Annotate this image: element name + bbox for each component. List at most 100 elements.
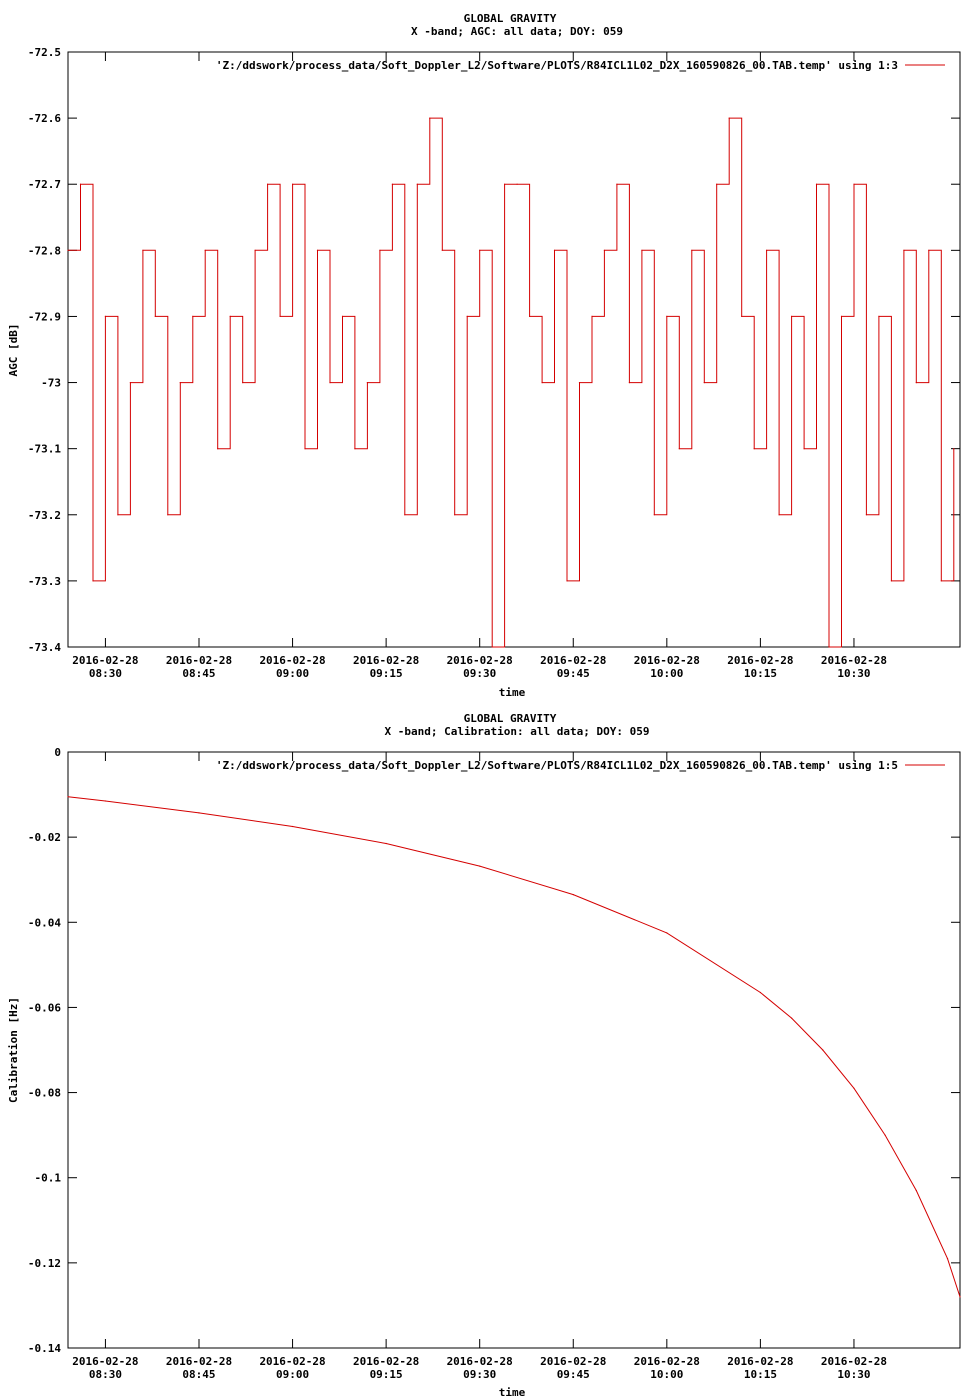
data-point	[441, 249, 443, 251]
x-tick-label-time: 08:30	[89, 667, 122, 680]
data-point	[504, 183, 506, 185]
y-axis: 0 -0.02 -0.04 -0.06 -0.08 -0.1 -0.12 -0.14	[28, 746, 960, 1355]
legend-label: 'Z:/ddswork/process_data/Soft_Doppler_L2…	[216, 759, 898, 772]
data-point	[229, 315, 231, 317]
data-point	[653, 514, 655, 516]
y-tick-label: -73.2	[28, 509, 61, 522]
data-point	[304, 448, 306, 450]
data-point	[903, 249, 905, 251]
data-point	[429, 117, 431, 119]
data-point	[92, 580, 94, 582]
data-point	[67, 796, 69, 798]
y-tick-label: -73	[41, 377, 61, 390]
x-tick-label-date: 2016-02-28	[727, 654, 793, 667]
calibration-data-points	[67, 796, 961, 1298]
data-point	[341, 315, 344, 317]
data-point	[915, 1189, 917, 1192]
y-tick-label: -0.02	[28, 831, 61, 844]
data-point	[454, 514, 456, 516]
data-point	[204, 249, 206, 251]
data-point	[104, 800, 106, 802]
x-tick-label-time: 09:30	[463, 667, 496, 680]
data-point	[915, 382, 917, 384]
y-axis-label: Calibration [Hz]	[7, 997, 20, 1103]
data-point	[242, 382, 244, 384]
x-tick-label-time: 09:45	[557, 1368, 590, 1381]
x-tick-label-time: 08:45	[182, 667, 215, 680]
data-point	[179, 382, 181, 384]
data-point	[728, 117, 730, 119]
x-axis-label: time	[499, 1386, 526, 1399]
data-point	[479, 865, 481, 867]
data-point	[198, 812, 200, 814]
plot-frame	[67, 51, 961, 648]
data-point	[853, 183, 855, 185]
y-tick-label: -0.12	[28, 1257, 61, 1270]
y-tick-label: -0.08	[28, 1087, 61, 1100]
x-axis-label: time	[499, 686, 526, 699]
y-tick-label: -0.14	[28, 1342, 61, 1355]
data-point	[379, 249, 381, 251]
data-point	[716, 183, 718, 185]
data-point	[878, 315, 880, 317]
x-tick-label-time: 10:15	[744, 667, 777, 680]
data-point	[416, 183, 418, 185]
data-point	[890, 580, 893, 582]
x-tick-label-date: 2016-02-28	[72, 1355, 138, 1368]
plot-frame	[67, 751, 961, 1349]
agc-chart: GLOBAL GRAVITY X -band; AGC: all data; D…	[7, 12, 961, 699]
data-point	[404, 514, 406, 516]
chart-subtitle: X -band; Calibration: all data; DOY: 059	[385, 725, 650, 738]
x-tick-label-date: 2016-02-28	[634, 654, 700, 667]
data-point	[254, 249, 256, 251]
data-point	[928, 249, 930, 251]
data-point	[129, 382, 131, 384]
x-tick-label-time: 09:15	[370, 667, 403, 680]
data-point	[192, 315, 194, 317]
data-point	[154, 315, 156, 317]
x-tick-label-date: 2016-02-28	[634, 1355, 700, 1368]
x-tick-label-date: 2016-02-28	[540, 654, 606, 667]
data-point	[117, 514, 119, 516]
data-point	[791, 1017, 793, 1019]
x-tick-label-time: 09:30	[463, 1368, 496, 1381]
data-point	[491, 646, 493, 648]
data-point	[815, 183, 818, 185]
data-point	[354, 448, 356, 450]
y-tick-label: -72.7	[28, 178, 61, 191]
data-point	[666, 315, 668, 317]
y-tick-label: -73.3	[28, 575, 61, 588]
y-tick-label: -0.04	[28, 916, 61, 929]
chart-title: GLOBAL GRAVITY	[464, 12, 557, 25]
data-point	[641, 249, 643, 251]
y-tick-label: -73.1	[28, 443, 61, 456]
y-axis-label: AGC [dB]	[7, 324, 20, 377]
y-tick-label: -0.06	[28, 1001, 61, 1014]
data-point	[292, 183, 294, 185]
data-point	[822, 1049, 824, 1051]
data-point	[946, 1258, 949, 1260]
x-tick-label-date: 2016-02-28	[72, 654, 138, 667]
x-tick-label-date: 2016-02-28	[166, 1355, 232, 1368]
data-point	[766, 249, 768, 251]
x-tick-label-time: 10:15	[744, 1368, 777, 1381]
data-point	[741, 315, 743, 317]
data-point	[329, 382, 331, 384]
data-point	[79, 183, 82, 185]
data-point	[67, 249, 69, 251]
data-point	[840, 315, 843, 317]
data-point	[566, 580, 568, 582]
data-point	[940, 580, 942, 582]
data-point	[953, 448, 955, 450]
x-tick-label-date: 2016-02-28	[821, 1355, 887, 1368]
x-tick-label-date: 2016-02-28	[821, 654, 887, 667]
x-tick-label-date: 2016-02-28	[540, 1355, 606, 1368]
x-tick-label-date: 2016-02-28	[353, 1355, 419, 1368]
chart-subtitle: X -band; AGC: all data; DOY: 059	[411, 25, 623, 38]
data-point	[516, 183, 518, 185]
data-point	[541, 382, 543, 384]
x-axis: 2016-02-2808:302016-02-2808:452016-02-28…	[72, 752, 887, 1381]
data-point	[104, 315, 106, 317]
data-point	[578, 382, 581, 384]
